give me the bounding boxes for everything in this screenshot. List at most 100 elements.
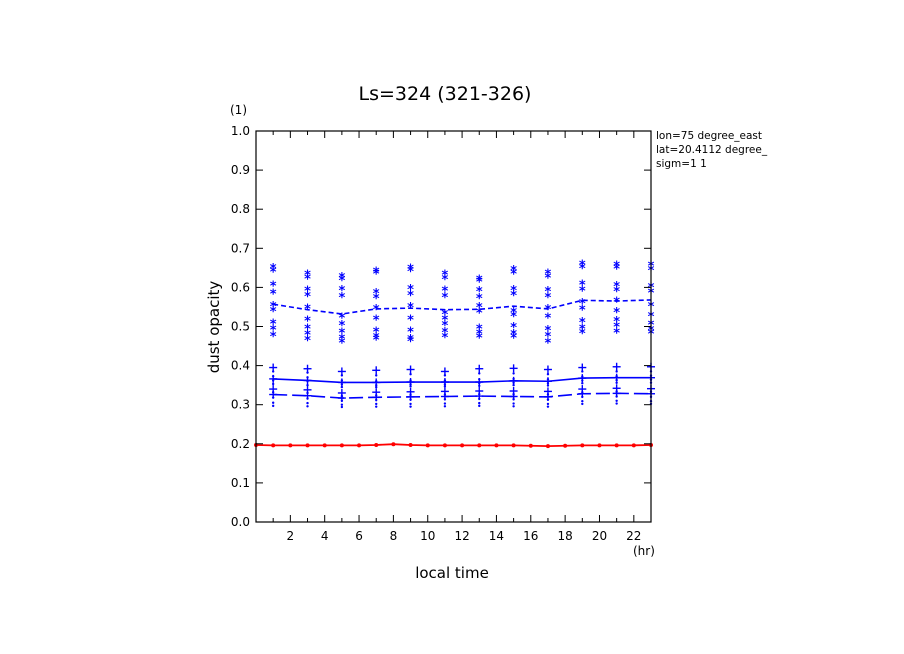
x-tick-label: 2 [287,529,295,543]
sample-point: * [270,279,277,294]
data-point [391,442,396,447]
sample-point: * [442,308,449,323]
sample-point [615,381,618,385]
sample-point: * [579,278,586,293]
sample-point: * [510,284,517,299]
sample-point: * [510,310,517,325]
sample-point [443,405,447,408]
data-point [614,443,619,448]
sample-point [306,401,309,405]
sample-point [271,382,275,386]
sample-point: * [442,319,449,334]
sample-point: * [373,266,380,281]
sample-point [375,374,378,377]
sample-point: * [579,304,586,319]
sample-point: * [270,262,277,277]
data-point [563,443,568,448]
sample-point: * [373,268,380,283]
sample-point [615,370,618,373]
chart-title: Ls=324 (321-326) [359,83,532,105]
sample-point: * [613,296,620,311]
x-tick-label: 4 [321,529,329,543]
y-tick-label: 0.7 [231,241,250,255]
sample-point: * [270,266,277,281]
sample-point: * [442,314,449,329]
sample-point: * [338,311,345,326]
data-point [511,443,516,448]
sample-point: * [304,323,311,338]
sample-point: * [545,303,552,318]
x-tick-label: 14 [489,529,504,543]
sample-point: * [613,327,620,342]
sample-point: * [510,331,517,346]
data-point [580,443,585,448]
sample-point: * [510,328,517,343]
sample-point: * [545,337,552,352]
sample-point [340,405,344,409]
y-tick-label: 0.6 [231,280,250,294]
sample-point: * [304,285,311,300]
sample-point: * [476,292,483,307]
sample-point [375,402,378,406]
series-line-1 [273,376,651,384]
sample-point: * [270,323,277,338]
sample-point: * [510,306,517,321]
sample-point: * [373,292,380,307]
sample-point [271,370,275,373]
sample-point: * [579,285,586,300]
sample-point: * [407,314,414,329]
sample-point: * [545,271,552,286]
data-point [442,443,447,448]
series-line-2 [273,392,652,399]
sample-point: * [442,273,449,288]
sample-point [271,401,275,404]
y-tick-label: 0.0 [231,515,250,529]
sample-point: * [338,319,345,334]
sample-point: * [373,334,380,349]
x-tick-label: 20 [592,529,607,543]
sample-point [581,370,584,373]
sample-point [340,374,344,377]
sample-point: * [476,275,483,290]
sample-point: * [407,333,414,348]
data-point [477,443,482,448]
sample-point [546,402,550,406]
y-tick-label: 0.5 [231,320,250,334]
annotation-sigm: sigm=1 1 [656,158,707,170]
data-point [305,443,310,448]
sample-point: * [338,291,345,306]
x-tick-label: 6 [355,529,363,543]
sample-point: * [476,273,483,288]
sample-point [581,402,584,406]
sample-point [409,373,412,376]
sample-point: * [613,262,620,277]
y-tick-label: 0.8 [231,202,250,216]
sample-point: * [407,325,414,340]
sample-point [306,405,309,408]
data-point [545,444,550,449]
sample-point: * [304,334,311,349]
sample-point: * [613,285,620,300]
sample-point [478,404,481,408]
data-point [374,442,379,447]
sample-point: * [407,265,414,280]
annotation-lon: lon=75 degree_east [656,130,762,142]
chart-marks: ****************************************… [254,259,655,449]
sample-point: * [407,335,414,350]
sample-point: * [407,283,414,298]
x-unit-label: (hr) [633,544,655,558]
sample-point: * [373,325,380,340]
sample-point: * [476,323,483,338]
sample-point: * [338,274,345,289]
y-tick-label: 1.0 [231,124,250,138]
sample-point: * [579,327,586,342]
sample-point [478,401,481,405]
sample-point: * [270,287,277,302]
data-point [339,443,344,448]
sample-point [615,399,618,402]
sample-point: * [304,273,311,288]
sample-point: * [579,323,586,338]
sample-point: * [476,306,483,321]
sample-point: * [304,329,311,344]
